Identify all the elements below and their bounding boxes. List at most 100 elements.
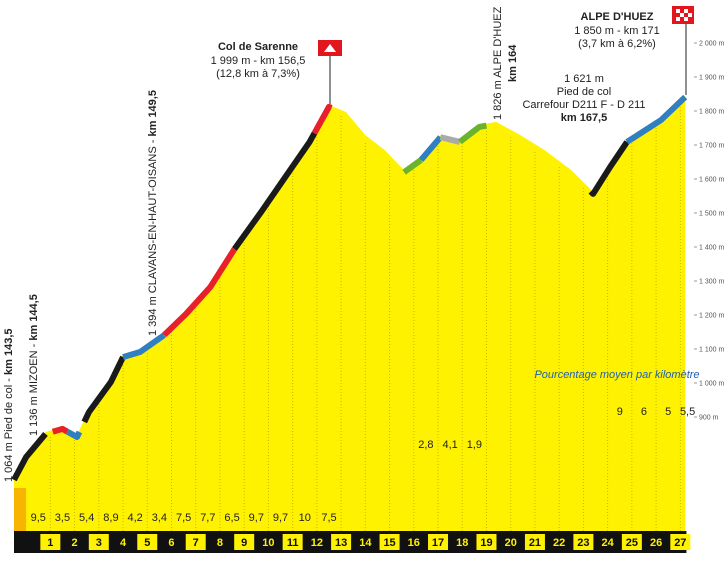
gradient-label: 7,5 bbox=[176, 512, 191, 524]
km-box bbox=[621, 534, 642, 550]
gradient-band bbox=[311, 103, 333, 135]
km-box bbox=[476, 534, 497, 550]
y-tick-label: 1 400 m bbox=[699, 245, 724, 252]
gradient-label: 10 bbox=[299, 512, 311, 524]
gradient-label: 6,5 bbox=[224, 512, 239, 524]
km-box bbox=[209, 534, 230, 550]
gradient-label: 8,9 bbox=[103, 512, 118, 524]
y-tick-label: 1 600 m bbox=[699, 177, 724, 184]
km-box bbox=[282, 534, 303, 550]
km-label: 13 bbox=[335, 537, 347, 549]
profile-area bbox=[14, 95, 686, 532]
km-label: 17 bbox=[432, 537, 444, 549]
km-label: 5 bbox=[144, 537, 150, 549]
gradient-band bbox=[162, 247, 238, 338]
y-tick-label: 1 700 m bbox=[699, 143, 724, 150]
km-box bbox=[234, 534, 255, 550]
profile-layer: 1 2 3 4 5 6 7 8 9 10 11 12 13 14 15 16 17 18 19 20 21 22 23 24 2… bbox=[11, 94, 695, 553]
km-label: 19 bbox=[480, 537, 492, 549]
gradient-label: 2,8 bbox=[418, 439, 433, 451]
gradient-label: 1,9 bbox=[467, 439, 482, 451]
gradient-label: 9,5 bbox=[31, 512, 46, 524]
finish-climb: (3,7 km à 6,2%) bbox=[578, 38, 656, 50]
km-box bbox=[573, 534, 594, 550]
pied-km: km 143,5 bbox=[3, 329, 15, 375]
flag-icon bbox=[324, 44, 336, 52]
gradient-label: 7,5 bbox=[321, 512, 336, 524]
pied-text: 1 064 m Pied de col - bbox=[3, 375, 15, 482]
carrefour-line: Carrefour D211 F - D 211 bbox=[522, 99, 645, 111]
km-label: 8 bbox=[217, 537, 223, 549]
km-box bbox=[500, 534, 521, 550]
km-box bbox=[355, 534, 376, 550]
finish-flag bbox=[672, 6, 694, 24]
gradient-band bbox=[81, 355, 126, 424]
km-label: 3 bbox=[96, 537, 102, 549]
km-label: 6 bbox=[168, 537, 174, 549]
carrefour-km: km 167,5 bbox=[561, 112, 607, 124]
col-climb: (12,8 km à 7,3%) bbox=[216, 68, 300, 80]
pied-label: 1 064 m Pied de col - km 143,5 bbox=[3, 329, 15, 483]
km-box bbox=[524, 534, 545, 550]
km-label: 1 bbox=[47, 537, 53, 549]
km-label: 18 bbox=[456, 537, 468, 549]
finish-name: ALPE D'HUEZ bbox=[581, 11, 654, 23]
km-box bbox=[258, 534, 279, 550]
gradient-band bbox=[11, 432, 48, 482]
km-label: 21 bbox=[529, 537, 541, 549]
km-label: 15 bbox=[383, 537, 395, 549]
km-label: 20 bbox=[505, 537, 517, 549]
km-label: 24 bbox=[602, 537, 615, 549]
gradient-label: 5,5 bbox=[680, 406, 695, 418]
km-label: 23 bbox=[577, 537, 589, 549]
gradient-label: 6 bbox=[641, 406, 647, 418]
km-label: 9 bbox=[241, 537, 247, 549]
gradient-band bbox=[588, 140, 630, 197]
km-label: 16 bbox=[408, 537, 420, 549]
km-label: 2 bbox=[72, 537, 78, 549]
y-tick-label: 1 500 m bbox=[699, 211, 724, 218]
legend-note: Pourcentage moyen par kilomètre bbox=[534, 369, 699, 381]
clavans-text: 1 394 m CLAVANS-EN-HAUT-OISANS - bbox=[147, 137, 159, 336]
km-box bbox=[113, 534, 134, 550]
y-tick-label: 1 300 m bbox=[699, 279, 724, 286]
km-box bbox=[137, 534, 158, 550]
km-box bbox=[185, 534, 206, 550]
y-tick-label: 1 000 m bbox=[699, 381, 724, 388]
km-box bbox=[428, 534, 449, 550]
km-box bbox=[452, 534, 473, 550]
gradient-label: 4,2 bbox=[128, 512, 143, 524]
gradient-band bbox=[439, 134, 461, 145]
gradient-band bbox=[457, 122, 488, 145]
gradient-label: 3,4 bbox=[152, 512, 167, 524]
y-tick-label: 1 900 m bbox=[699, 75, 724, 82]
col-detail: 1 999 m - km 156,5 bbox=[211, 55, 306, 67]
gradient-label: 9,7 bbox=[249, 512, 264, 524]
gradient-band bbox=[418, 135, 443, 162]
km-box bbox=[379, 534, 400, 550]
km-label: 27 bbox=[674, 537, 686, 549]
carrefour-line: Pied de col bbox=[557, 86, 611, 98]
km-box bbox=[331, 534, 352, 550]
km-label: 12 bbox=[311, 537, 323, 549]
gradient-band bbox=[402, 157, 423, 175]
km-label: 4 bbox=[120, 537, 127, 549]
gradient-label: 7,7 bbox=[200, 512, 215, 524]
gradient-band bbox=[122, 332, 166, 360]
km-label: 22 bbox=[553, 537, 565, 549]
km-label: 26 bbox=[650, 537, 662, 549]
y-tick-label: 2 000 m bbox=[699, 41, 724, 48]
y-tick-label: 1 800 m bbox=[699, 109, 724, 116]
gradient-label: 3,5 bbox=[55, 512, 70, 524]
gradient-label: 9,7 bbox=[273, 512, 288, 524]
km-label: 11 bbox=[287, 537, 299, 549]
km-box bbox=[403, 534, 424, 550]
mizoen-text: 1 136 m MIZOEN - bbox=[28, 341, 40, 436]
carrefour-alt: 1 621 m bbox=[564, 73, 604, 85]
km-box bbox=[40, 534, 61, 550]
km-box bbox=[646, 534, 667, 550]
km-box bbox=[549, 534, 570, 550]
passage-km: km 164 bbox=[507, 44, 519, 82]
clavans-km: km 149,5 bbox=[147, 90, 159, 136]
